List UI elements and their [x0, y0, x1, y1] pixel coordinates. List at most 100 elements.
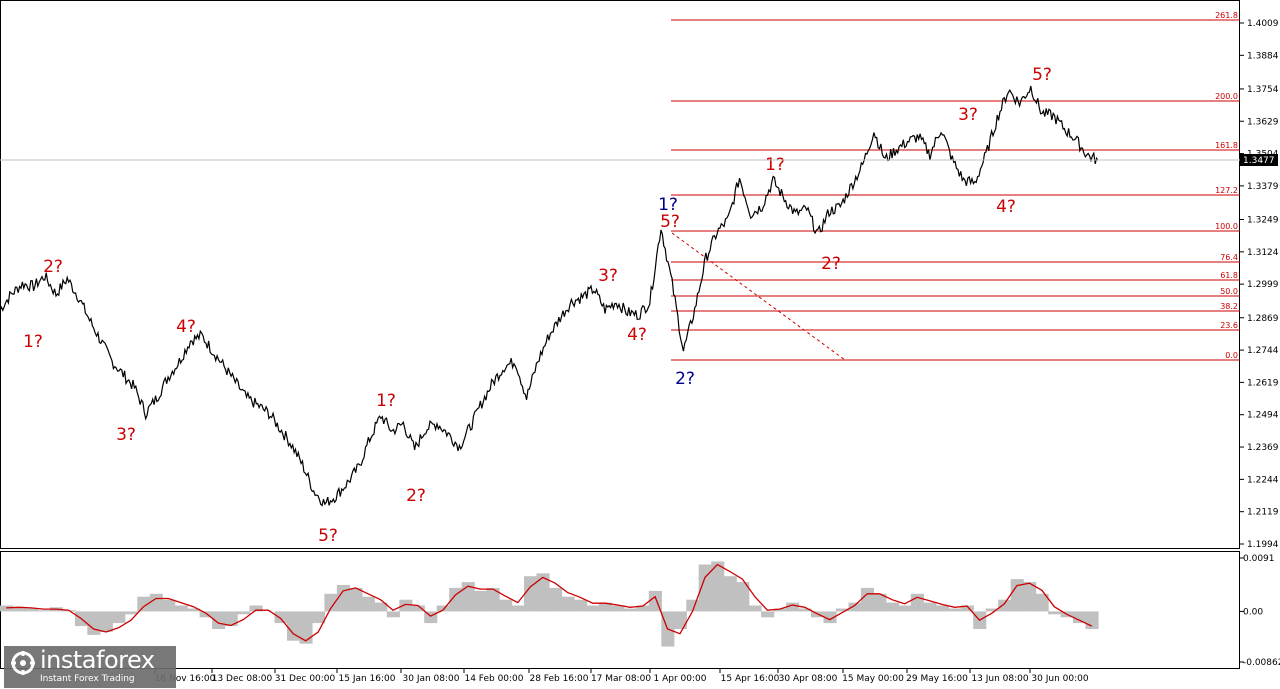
oscillator-bar	[199, 611, 213, 618]
oscillator-bar	[99, 611, 113, 632]
oscillator-bar	[137, 596, 151, 612]
oscillator-bar	[174, 605, 188, 612]
time-tick-label: 1 Apr 00:00	[654, 674, 707, 684]
time-tick-label: 28 Feb 16:00	[529, 674, 588, 684]
wave-label: 5?	[660, 212, 680, 232]
oscillator-bar	[711, 561, 725, 612]
oscillator-bar	[461, 582, 475, 612]
time-tick-label: 13 Jun 08:00	[971, 674, 1028, 684]
time-tick-label: 29 May 16:00	[906, 674, 968, 684]
wave-label: 2?	[43, 257, 63, 277]
oscillator-bar	[237, 611, 251, 615]
wave-label: 3?	[116, 425, 136, 445]
oscillator-bar	[336, 585, 350, 612]
oscillator-axis: 0.0091 0.00 -0.00862	[1240, 554, 1280, 668]
price-tick-label: 1.3249	[1247, 216, 1279, 226]
oscillator-bar	[898, 605, 912, 612]
time-tick-label: 13 Dec 08:00	[212, 674, 273, 684]
price-tick-label: 1.2999	[1247, 280, 1279, 290]
oscillator-bar	[623, 608, 637, 612]
oscillator-bar	[436, 605, 450, 612]
oscillator-bar	[299, 611, 313, 644]
oscillator-bar	[773, 608, 787, 612]
fibonacci-level-label: 261.8	[1215, 11, 1238, 20]
oscillator-bar	[885, 602, 899, 612]
price-tick-label: 1.3124	[1247, 248, 1279, 258]
price-tick-label: 1.2744	[1247, 346, 1279, 356]
time-tick-label: 30 Apr 08:00	[779, 674, 838, 684]
oscillator-bar	[873, 593, 887, 612]
oscillator-bar	[960, 605, 974, 612]
price-series	[0, 85, 1099, 507]
oscillator-tick-label: 0.0091	[1243, 554, 1275, 564]
time-tick-label: 15 May 00:00	[842, 674, 904, 684]
price-tick-label: 1.4009	[1247, 19, 1279, 29]
time-tick-label: 31 Dec 00:00	[275, 674, 336, 684]
oscillator-bar	[698, 564, 712, 612]
current-price-marker: 1.3477	[0, 154, 1278, 166]
oscillator-bar	[224, 611, 238, 627]
oscillator-bar	[686, 599, 700, 612]
wave-label: 2?	[821, 254, 841, 274]
wave-label: 1?	[376, 391, 396, 411]
oscillator-bar	[598, 602, 612, 612]
oscillator-bar	[486, 587, 500, 612]
current-price-label: 1.3477	[1243, 156, 1275, 166]
oscillator-bar	[611, 605, 625, 612]
price-tick-label: 1.2494	[1247, 411, 1279, 421]
oscillator-bar	[748, 605, 762, 612]
fibonacci-level-label: 127.2	[1215, 186, 1238, 195]
oscillator-bar	[948, 608, 962, 612]
oscillator-bar	[249, 605, 263, 612]
oscillator-bar	[860, 587, 874, 612]
time-tick-label: 30 Jun 00:00	[1031, 674, 1088, 684]
instaforex-watermark: instaforex Instant Forex Trading	[4, 646, 176, 688]
oscillator-bar	[1023, 582, 1037, 612]
time-tick-label: 14 Feb 00:00	[464, 674, 523, 684]
oscillator-bar	[124, 611, 138, 615]
oscillator-bar	[823, 611, 837, 624]
oscillator-bar	[549, 587, 563, 612]
time-tick-label: 16 Nov 16:00	[155, 674, 216, 684]
oscillator-bar	[723, 576, 737, 612]
price-tick-label: 1.2119	[1247, 508, 1279, 518]
oscillator-bar	[12, 606, 26, 612]
oscillator-bar	[25, 608, 39, 612]
oscillator-bar	[910, 593, 924, 612]
price-line	[0, 85, 1099, 507]
wave-label: 4?	[176, 317, 196, 337]
fibonacci-level-label: 50.0	[1220, 287, 1238, 296]
oscillator-bar	[424, 611, 438, 624]
wave-label: 2?	[675, 369, 695, 389]
oscillator-bar	[561, 596, 575, 612]
oscillator-bar	[149, 593, 163, 612]
oscillator-bar	[449, 587, 463, 612]
oscillator-bar	[187, 608, 201, 612]
oscillator-bar	[935, 605, 949, 612]
oscillator-bar	[1035, 593, 1049, 612]
oscillator-bar	[786, 602, 800, 612]
oscillator-bar	[1010, 579, 1024, 612]
oscillator-bar	[324, 593, 338, 612]
instaforex-logo-icon	[11, 651, 35, 675]
oscillator-signal-line	[6, 563, 1093, 642]
oscillator-bar	[1048, 611, 1062, 615]
price-tick-label: 1.3754	[1247, 85, 1279, 95]
oscillator-bar	[374, 602, 388, 612]
oscillator-bar	[399, 599, 413, 612]
oscillator-bar	[923, 602, 937, 612]
fibonacci-level-label: 0.0	[1225, 351, 1238, 360]
oscillator-bar	[311, 611, 325, 624]
oscillator-bar	[386, 611, 400, 618]
oscillator-bar	[274, 611, 288, 624]
oscillator-bar	[524, 576, 538, 612]
oscillator-bar	[1085, 611, 1099, 629]
oscillator-bar	[361, 596, 375, 612]
oscillator-series	[0, 561, 1099, 647]
oscillator-bar	[536, 573, 550, 612]
price-tick-label: 1.2244	[1247, 475, 1279, 485]
price-tick-label: 1.3629	[1247, 117, 1279, 127]
fibonacci-level-label: 76.4	[1220, 253, 1238, 262]
wave-label: 1?	[658, 195, 678, 215]
time-tick-label: 17 Mar 08:00	[591, 674, 651, 684]
